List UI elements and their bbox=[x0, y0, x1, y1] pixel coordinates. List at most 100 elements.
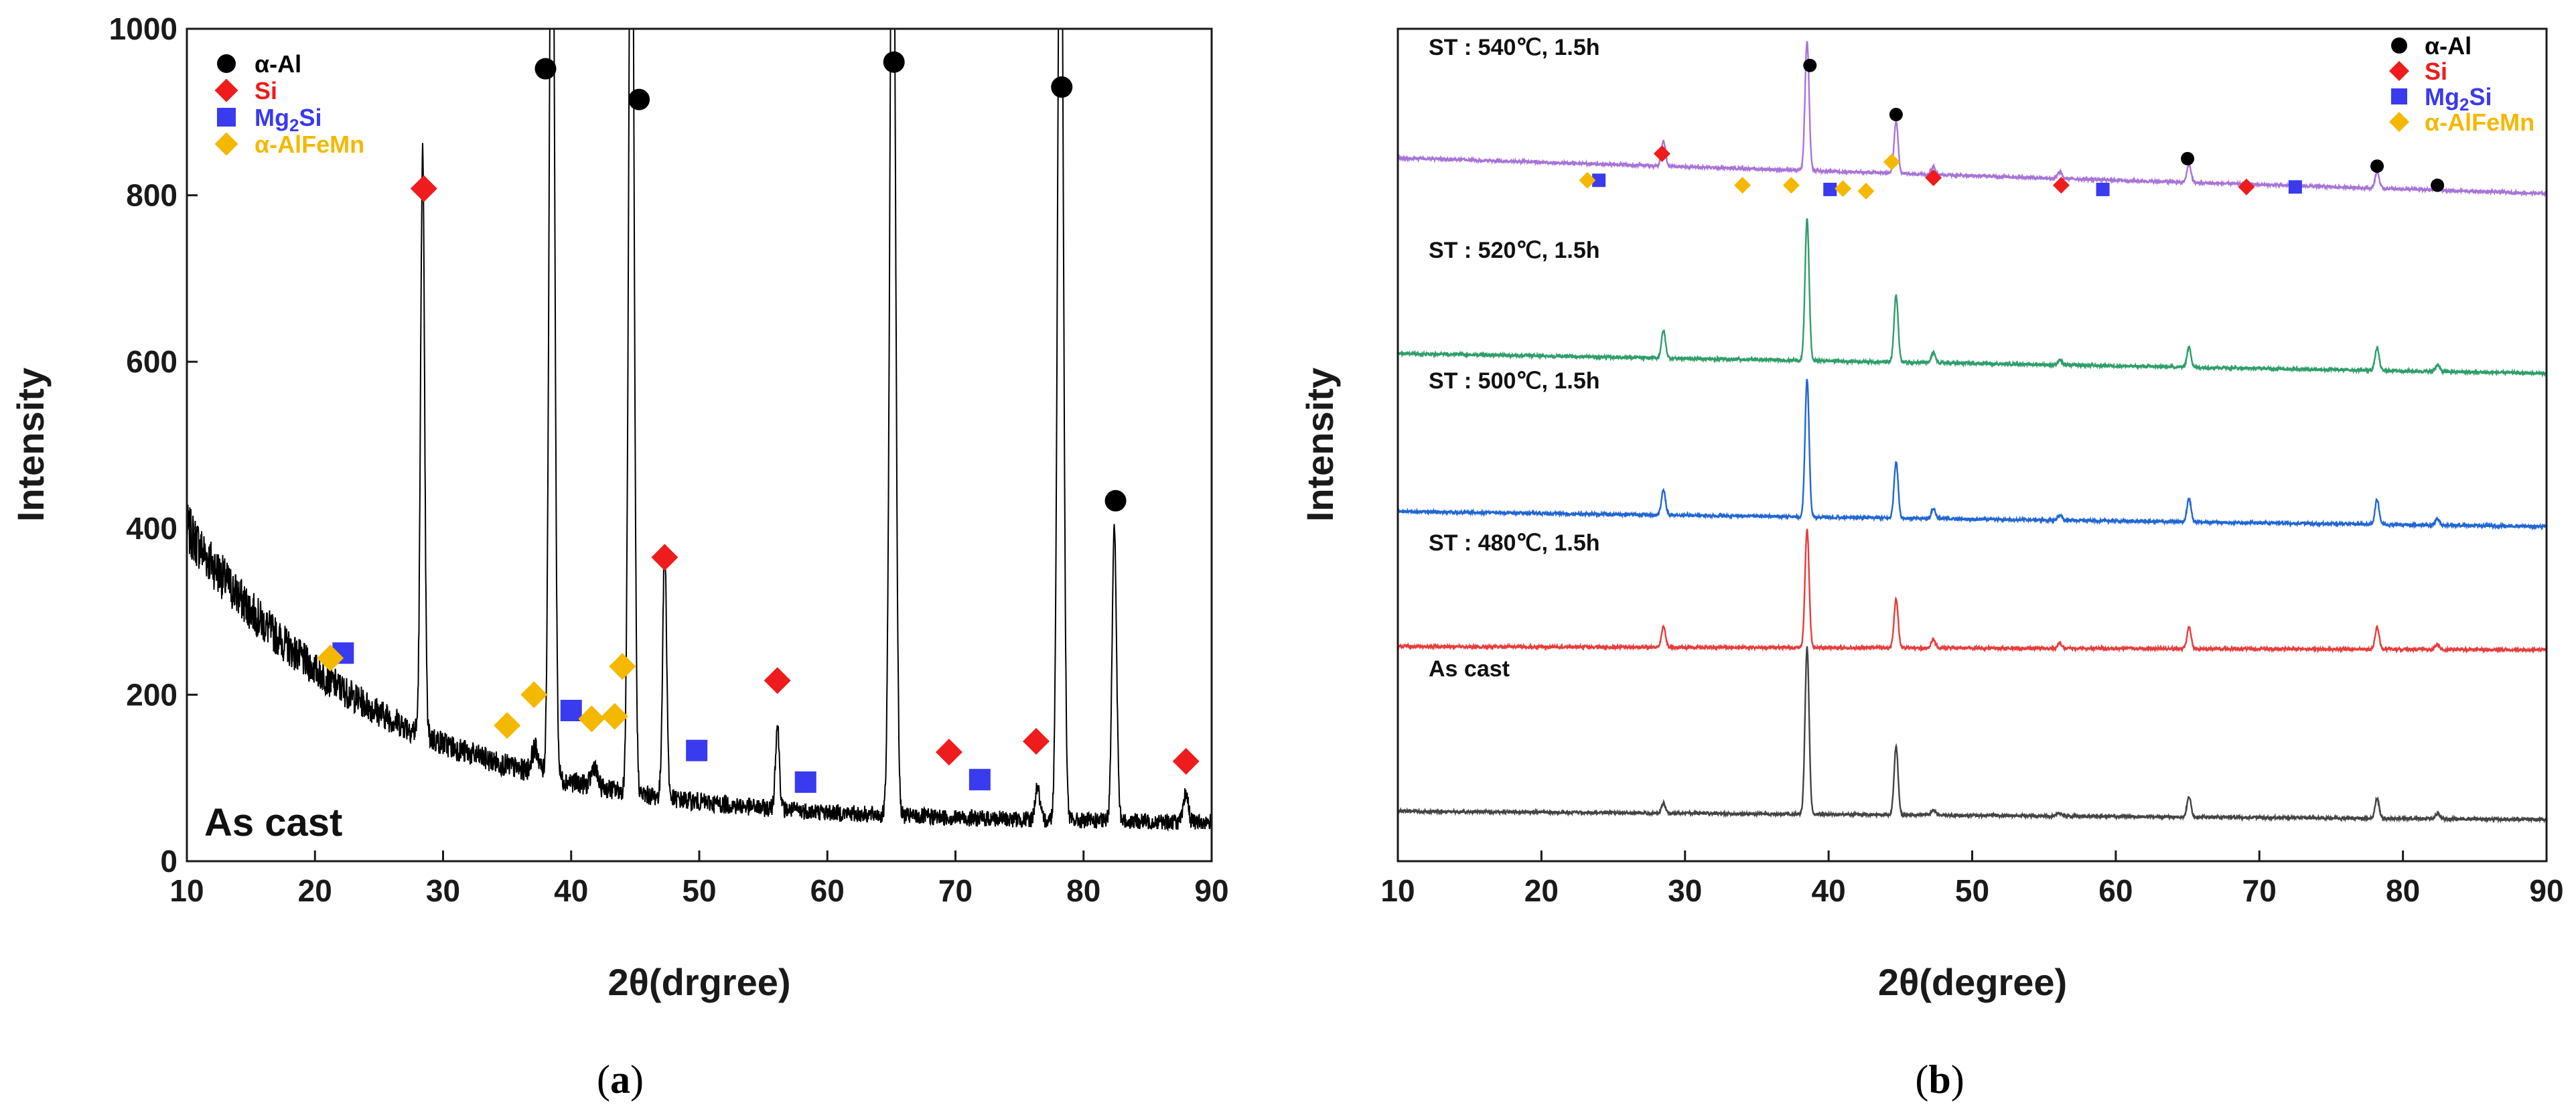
panel-a-phase-marker-si bbox=[764, 667, 791, 694]
panel-a-x-tick-label: 50 bbox=[682, 873, 716, 908]
panel-b-phase-marker-alpha_al bbox=[2181, 151, 2195, 165]
panel-a-legend-marker-3 bbox=[214, 132, 238, 156]
panel-b-caption: (b) bbox=[1915, 1057, 1964, 1102]
panel-b-phase-marker-alfemn bbox=[1734, 177, 1751, 194]
panel-b-phase-marker-alfemn bbox=[1883, 153, 1900, 171]
panel-a-legend-marker-0 bbox=[217, 54, 236, 73]
panel-b-phase-marker-alfemn bbox=[1857, 182, 1875, 200]
panel-a-phase-marker-si bbox=[410, 175, 437, 202]
panel-a-x-tick-label: 10 bbox=[169, 873, 204, 908]
panel-b-chart: 10 20 30 40 50 60 70 80 90 ST : 540℃, 1.5h ST : 5… bbox=[1299, 27, 2564, 1102]
panel-a-phase-marker-si bbox=[1172, 747, 1200, 775]
panel-b-x-tick-label: 60 bbox=[2098, 873, 2133, 908]
panel-a-y-axis-title: Intensity bbox=[9, 368, 52, 522]
panel-b-x-tick-label: 10 bbox=[1380, 873, 1415, 908]
panel-a-y-tick-label: 200 bbox=[126, 677, 177, 712]
panel-a-phase-marker-alfemn bbox=[520, 681, 548, 709]
panel-a-sample-label: As cast bbox=[204, 801, 342, 844]
panel-a-x-tick-label: 60 bbox=[810, 873, 845, 908]
panel-b-phase-marker-alpha_al bbox=[2431, 178, 2445, 192]
panel-a-phase-marker-mg2si bbox=[969, 769, 991, 791]
panel-a-y-tick-label: 800 bbox=[126, 178, 177, 213]
panel-a-phase-marker-alfemn bbox=[317, 644, 344, 672]
panel-b-xrd-line-4 bbox=[1397, 646, 2548, 824]
panel-a-y-tick-label: 1000 bbox=[109, 11, 177, 46]
panel-a-y-tick-label: 600 bbox=[126, 344, 177, 379]
panel-b-series-label: ST : 520℃, 1.5h bbox=[1429, 238, 1600, 263]
panel-b-legend-label-2: Mg2Si bbox=[2425, 83, 2492, 115]
panel-a-legend-marker-2 bbox=[217, 108, 236, 127]
panel-a-legend-label-3: α-AlFeMn bbox=[255, 131, 364, 158]
panel-b-phase-marker-alpha_al bbox=[2370, 159, 2384, 173]
panel-b-series-label: ST : 480℃, 1.5h bbox=[1429, 530, 1600, 556]
panel-b-xrd-line-0 bbox=[1397, 41, 2547, 198]
panel-a-xrd-line bbox=[187, 29, 1212, 832]
panel-b-phase-marker-mg2si bbox=[2288, 180, 2302, 194]
panel-a-phase-marker-alfemn bbox=[494, 712, 521, 739]
panel-a-phase-marker-alpha_al bbox=[1051, 76, 1073, 98]
panel-b-series-label: ST : 500℃, 1.5h bbox=[1429, 368, 1600, 394]
panel-b-x-tick-label: 90 bbox=[2529, 873, 2563, 908]
panel-b-xrd-line-2 bbox=[1397, 378, 2548, 531]
panel-a-phase-marker-si bbox=[935, 739, 962, 766]
panel-a-phase-marker-alpha_al bbox=[883, 51, 905, 73]
panel-a-y-tick-label: 0 bbox=[160, 844, 177, 879]
panel-a-phase-marker-alfemn bbox=[601, 702, 628, 730]
panel-b-phase-marker-si bbox=[2052, 177, 2070, 194]
panel-b-legend-marker-0 bbox=[2391, 38, 2407, 54]
panel-b-phase-marker-alpha_al bbox=[1803, 58, 1817, 72]
panel-a-legend-label-0: α-Al bbox=[255, 50, 301, 78]
panel-a-legend-label-2: Mg2Si bbox=[255, 104, 321, 135]
panel-a-y-tick-label: 400 bbox=[126, 511, 177, 546]
panel-b-x-tick-label: 30 bbox=[1668, 873, 1702, 908]
panel-a-caption: (a) bbox=[597, 1057, 644, 1102]
panel-a-phase-marker-mg2si bbox=[794, 771, 816, 793]
panel-b-x-tick-label: 50 bbox=[1955, 873, 1989, 908]
panel-b-x-tick-label: 70 bbox=[2242, 873, 2277, 908]
panel-a-chart: 10 20 30 40 50 60 70 80 90 0 200 400 600 800 1000 α-A… bbox=[9, 11, 1229, 1102]
panel-a-x-tick-label: 30 bbox=[426, 873, 460, 908]
panel-b-phase-marker-alpha_al bbox=[1889, 108, 1903, 122]
panel-b-xrd-line-3 bbox=[1397, 528, 2548, 654]
panel-a-phase-marker-mg2si bbox=[560, 700, 582, 722]
panel-b-y-axis-title: Intensity bbox=[1299, 368, 1341, 522]
panel-b-phase-marker-mg2si bbox=[1592, 173, 1606, 188]
panel-a-phase-marker-alpha_al bbox=[628, 88, 650, 110]
panel-b-phase-marker-alfemn bbox=[1782, 177, 1800, 194]
panel-a-phase-marker-alpha_al bbox=[534, 58, 557, 80]
panel-a-x-tick-label: 70 bbox=[938, 873, 973, 908]
panel-b-legend-label-3: α-AlFeMn bbox=[2425, 108, 2534, 136]
panel-b-series-label: As cast bbox=[1429, 656, 1510, 682]
panel-b-phase-marker-mg2si bbox=[1823, 182, 1837, 196]
panel-b-legend-label-1: Si bbox=[2425, 58, 2447, 85]
panel-b-xrd-line-1 bbox=[1397, 218, 2547, 378]
panel-b-x-tick-label: 20 bbox=[1524, 873, 1559, 908]
panel-a-legend-marker-1 bbox=[214, 78, 238, 102]
panel-b-phase-marker-si bbox=[2238, 178, 2255, 196]
panel-a-x-axis-title: 2θ(drgree) bbox=[608, 961, 791, 1003]
panel-a-phase-marker-si bbox=[1022, 728, 1050, 755]
panel-b-phase-marker-mg2si bbox=[2096, 182, 2110, 196]
panel-a-phase-marker-alpha_al bbox=[1104, 490, 1127, 512]
panel-b-legend-marker-3 bbox=[2389, 112, 2409, 132]
panel-a-phase-marker-mg2si bbox=[686, 739, 708, 761]
panel-b-legend-label-0: α-Al bbox=[2425, 32, 2472, 60]
panel-b-legend-marker-1 bbox=[2389, 61, 2409, 81]
panel-b-series-label: ST : 540℃, 1.5h bbox=[1429, 35, 1600, 60]
panel-a-x-tick-label: 40 bbox=[554, 873, 588, 908]
panel-b-x-axis-title: 2θ(degree) bbox=[1878, 961, 2067, 1003]
panel-a-phase-marker-alfemn bbox=[578, 705, 605, 733]
panel-b-phase-marker-si bbox=[1653, 145, 1670, 162]
panel-b-x-tick-label: 80 bbox=[2386, 873, 2420, 908]
panel-a-x-tick-label: 80 bbox=[1066, 873, 1100, 908]
panel-b-x-tick-label: 40 bbox=[1812, 873, 1846, 908]
panel-a-phase-marker-si bbox=[651, 544, 678, 571]
panel-a-legend-label-1: Si bbox=[255, 77, 277, 104]
panel-a-x-tick-label: 20 bbox=[298, 873, 332, 908]
panel-a-phase-marker-alfemn bbox=[609, 653, 636, 680]
panel-b-plot-frame bbox=[1397, 27, 2548, 863]
panel-b-phase-marker-alfemn bbox=[1579, 171, 1596, 189]
panel-a-x-tick-label: 90 bbox=[1194, 873, 1228, 908]
panel-b-phase-marker-si bbox=[1925, 169, 1942, 186]
